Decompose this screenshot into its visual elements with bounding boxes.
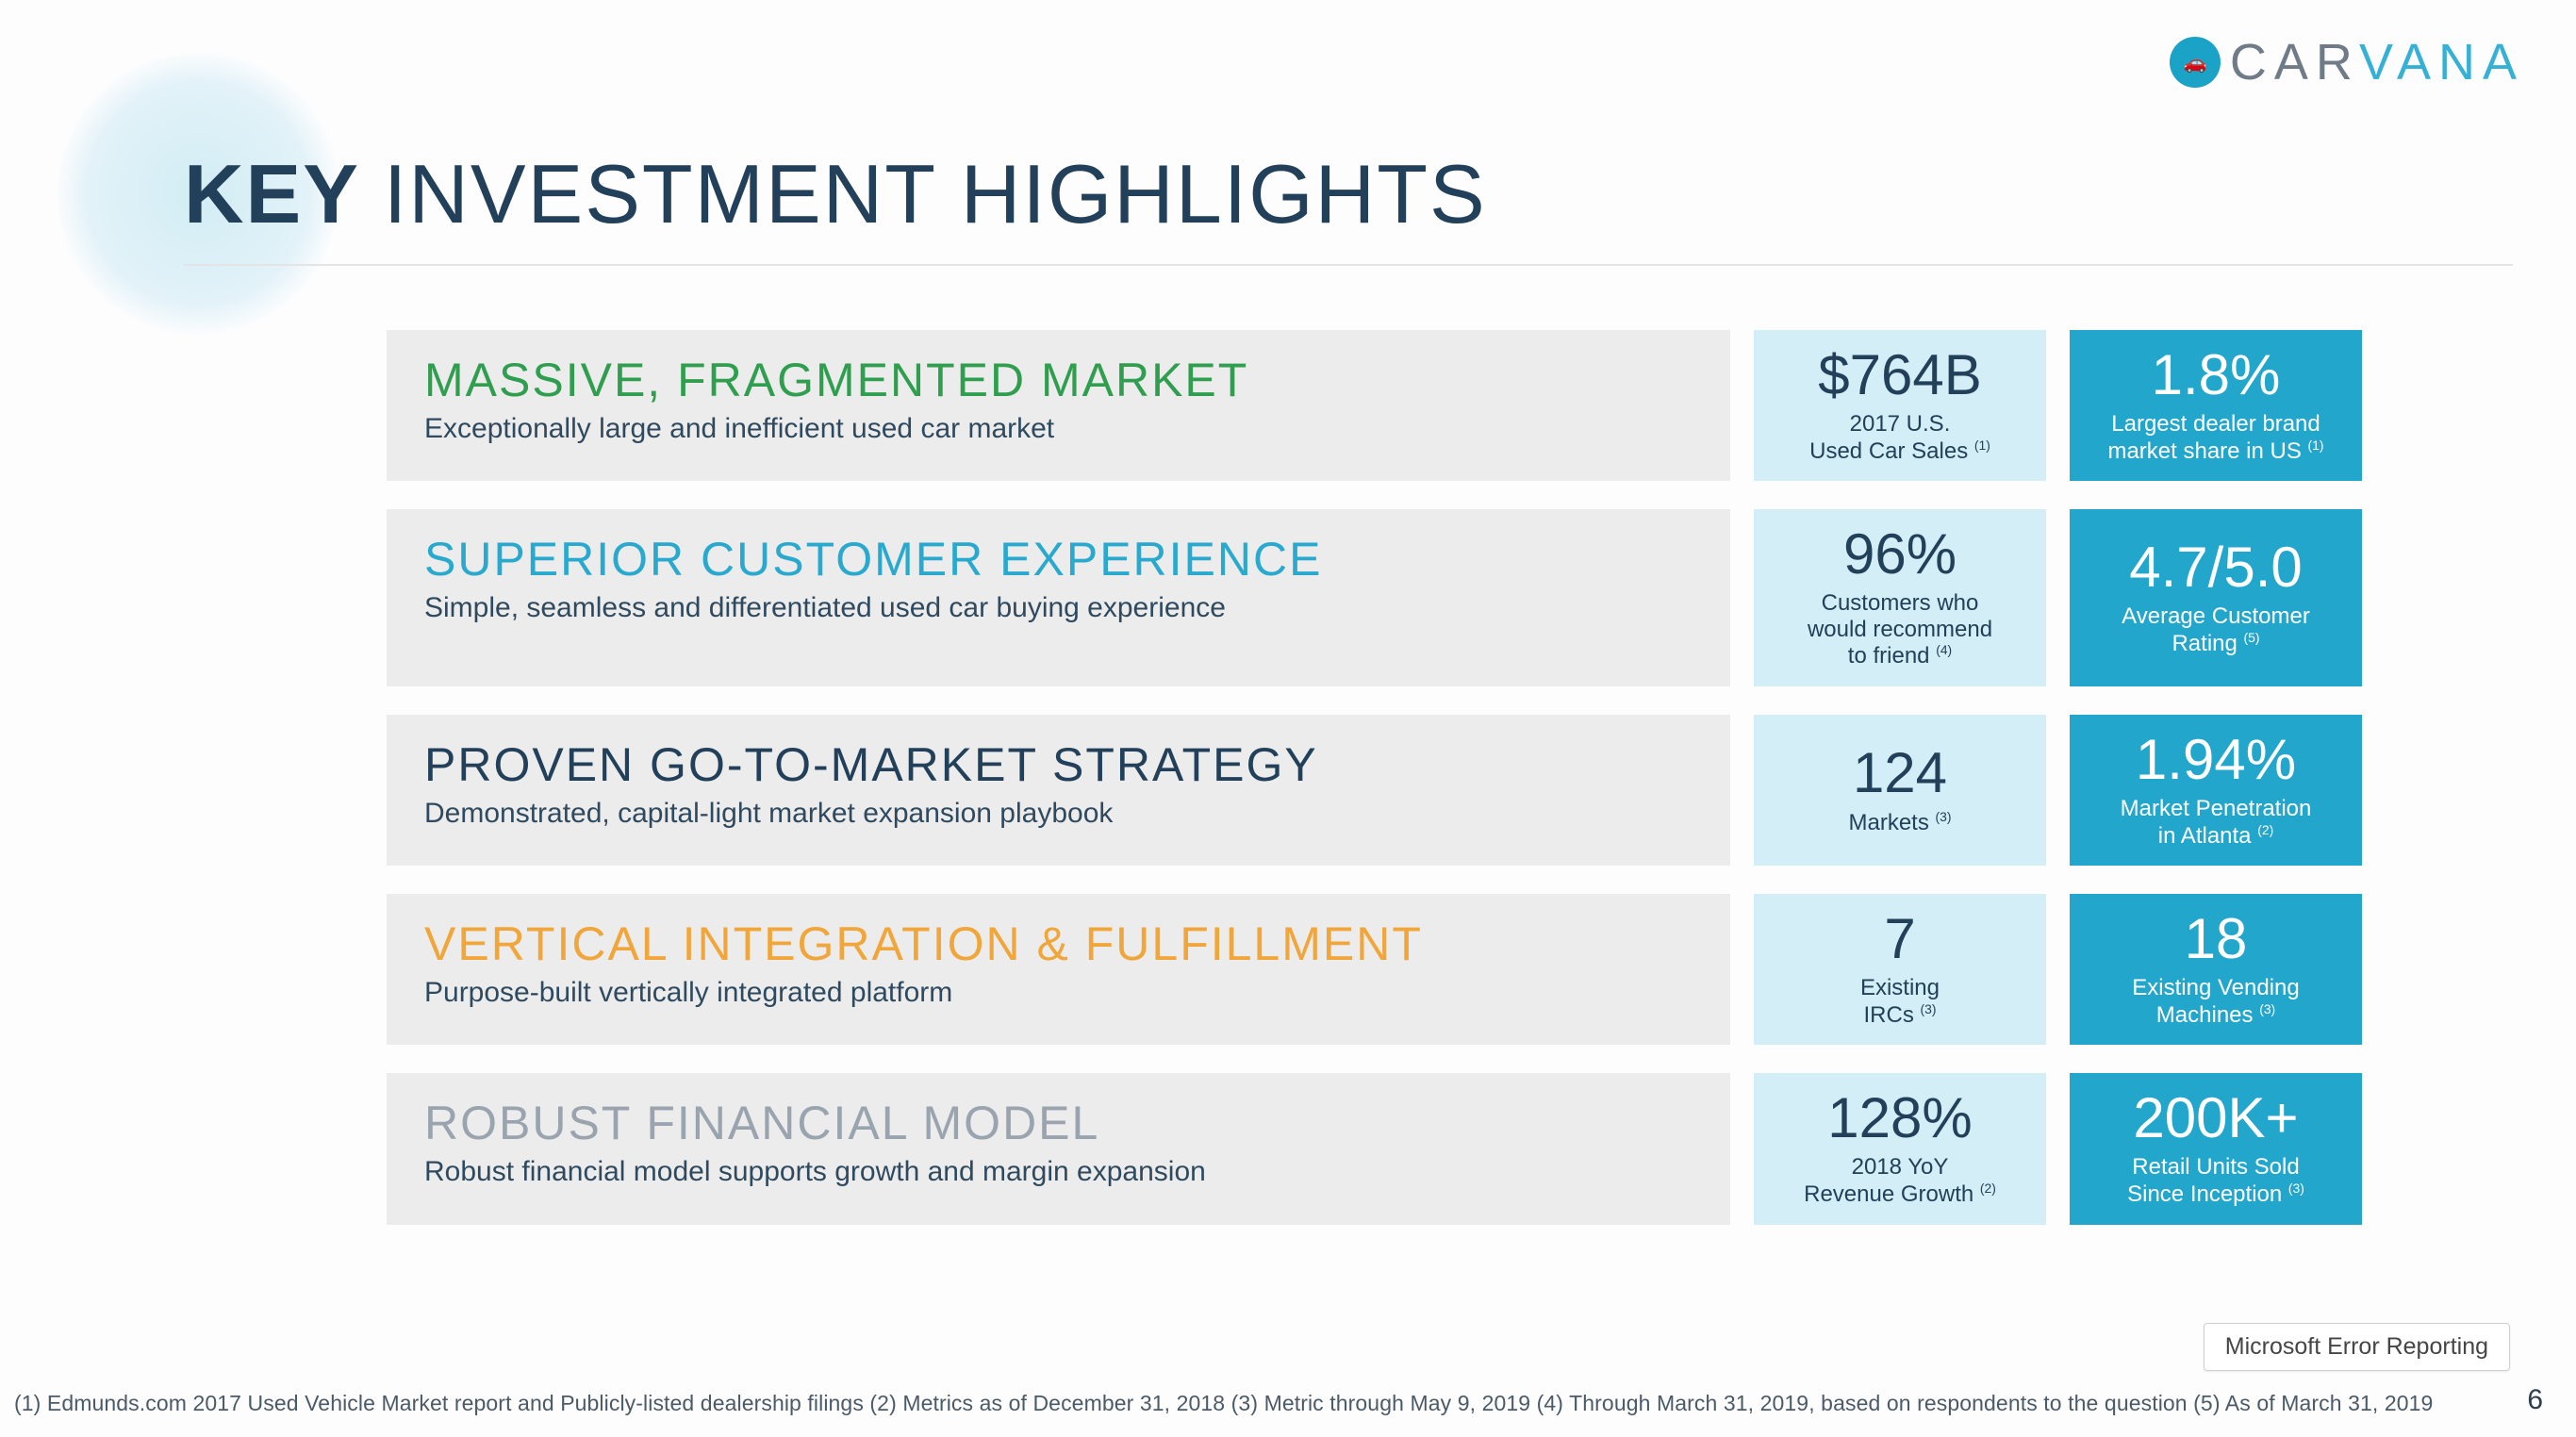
stat-footnote-ref: (5) <box>2244 630 2260 645</box>
stat-label: ExistingIRCs (3) <box>1860 975 1940 1028</box>
highlight-row: PROVEN GO-TO-MARKET STRATEGY Demonstrated… <box>387 715 2503 866</box>
stat-label: Retail Units SoldSince Inception (3) <box>2127 1154 2304 1207</box>
highlight-main: SUPERIOR CUSTOMER EXPERIENCE Simple, seam… <box>387 509 1730 686</box>
title-divider <box>184 264 2513 266</box>
stat-value: 4.7/5.0 <box>2129 539 2303 596</box>
highlight-main: ROBUST FINANCIAL MODEL Robust financial m… <box>387 1073 1730 1224</box>
highlight-title: VERTICAL INTEGRATION & FULFILLMENT <box>424 917 1693 971</box>
stat-label: Existing VendingMachines (3) <box>2132 975 2299 1028</box>
page-title: KEY INVESTMENT HIGHLIGHTS <box>184 146 1487 242</box>
stat-label: Markets (3) <box>1848 809 1951 836</box>
stat-light-box: 128% 2018 YoYRevenue Growth (2) <box>1754 1073 2046 1224</box>
highlight-title: SUPERIOR CUSTOMER EXPERIENCE <box>424 532 1693 586</box>
stat-light-box: 7 ExistingIRCs (3) <box>1754 894 2046 1045</box>
stat-value: 128% <box>1827 1090 1972 1147</box>
brand-name: CARVANA <box>2230 33 2524 91</box>
stat-value: $764B <box>1818 347 1982 404</box>
stat-value: 1.8% <box>2152 347 2281 404</box>
highlight-subtitle: Simple, seamless and differentiated used… <box>424 592 1693 624</box>
stat-light-box: 96% Customers whowould recommendto friend… <box>1754 509 2046 686</box>
stat-footnote-ref: (2) <box>2257 822 2273 837</box>
highlight-title: PROVEN GO-TO-MARKET STRATEGY <box>424 737 1693 792</box>
stat-footnote-ref: (3) <box>1920 1001 1936 1016</box>
stat-light-box: 124 Markets (3) <box>1754 715 2046 866</box>
stat-footnote-ref: (3) <box>2288 1181 2304 1196</box>
stat-light-box: $764B 2017 U.S.Used Car Sales (1) <box>1754 330 2046 481</box>
stat-label: Market Penetrationin Atlanta (2) <box>2121 796 2312 849</box>
stat-value: 200K+ <box>2133 1090 2298 1147</box>
stat-footnote-ref: (2) <box>1980 1181 1996 1196</box>
stat-label: 2018 YoYRevenue Growth (2) <box>1804 1154 1996 1207</box>
highlight-row: VERTICAL INTEGRATION & FULFILLMENT Purpos… <box>387 894 2503 1045</box>
footnotes: (1) Edmunds.com 2017 Used Vehicle Market… <box>14 1391 2466 1416</box>
stat-footnote-ref: (1) <box>1974 438 1990 453</box>
page-number: 6 <box>2527 1384 2543 1416</box>
stat-dark-box: 200K+ Retail Units SoldSince Inception (3… <box>2070 1073 2362 1224</box>
stat-value: 18 <box>2185 911 2248 967</box>
highlight-row: ROBUST FINANCIAL MODEL Robust financial m… <box>387 1073 2503 1224</box>
stat-value: 7 <box>1884 911 1915 967</box>
highlight-subtitle: Purpose-built vertically integrated plat… <box>424 977 1693 1009</box>
stat-value: 96% <box>1843 526 1957 583</box>
highlight-subtitle: Demonstrated, capital-light market expan… <box>424 798 1693 830</box>
stat-dark-box: 1.94% Market Penetrationin Atlanta (2) <box>2070 715 2362 866</box>
title-bold: KEY <box>184 147 384 240</box>
stat-label: Average CustomerRating (5) <box>2122 603 2310 656</box>
error-reporting-button[interactable]: Microsoft Error Reporting <box>2204 1323 2510 1371</box>
highlight-row: MASSIVE, FRAGMENTED MARKET Exceptionally … <box>387 330 2503 481</box>
highlight-title: ROBUST FINANCIAL MODEL <box>424 1096 1693 1150</box>
stat-footnote-ref: (3) <box>1936 809 1952 824</box>
highlight-main: MASSIVE, FRAGMENTED MARKET Exceptionally … <box>387 330 1730 481</box>
stat-footnote-ref: (1) <box>2308 438 2324 453</box>
highlight-subtitle: Exceptionally large and inefficient used… <box>424 413 1693 445</box>
highlight-row: SUPERIOR CUSTOMER EXPERIENCE Simple, seam… <box>387 509 2503 686</box>
stat-dark-box: 4.7/5.0 Average CustomerRating (5) <box>2070 509 2362 686</box>
stat-dark-box: 18 Existing VendingMachines (3) <box>2070 894 2362 1045</box>
highlight-main: PROVEN GO-TO-MARKET STRATEGY Demonstrated… <box>387 715 1730 866</box>
highlights-grid: MASSIVE, FRAGMENTED MARKET Exceptionally … <box>387 330 2503 1225</box>
stat-label: 2017 U.S.Used Car Sales (1) <box>1809 411 1990 464</box>
brand-gray: CAR <box>2230 34 2359 91</box>
stat-dark-box: 1.8% Largest dealer brandmarket share in … <box>2070 330 2362 481</box>
stat-footnote-ref: (4) <box>1936 642 1952 657</box>
highlight-subtitle: Robust financial model supports growth a… <box>424 1156 1693 1188</box>
highlight-title: MASSIVE, FRAGMENTED MARKET <box>424 353 1693 407</box>
brand-blue: VANA <box>2359 34 2524 91</box>
stat-value: 124 <box>1853 745 1947 801</box>
car-icon: 🚗 <box>2170 37 2221 88</box>
brand-logo: 🚗 CARVANA <box>2170 33 2524 91</box>
title-rest: INVESTMENT HIGHLIGHTS <box>384 147 1487 240</box>
highlight-main: VERTICAL INTEGRATION & FULFILLMENT Purpos… <box>387 894 1730 1045</box>
stat-label: Customers whowould recommendto friend (4… <box>1808 590 1992 669</box>
stat-label: Largest dealer brandmarket share in US (… <box>2107 411 2323 464</box>
stat-footnote-ref: (3) <box>2259 1001 2275 1016</box>
stat-value: 1.94% <box>2136 732 2296 788</box>
